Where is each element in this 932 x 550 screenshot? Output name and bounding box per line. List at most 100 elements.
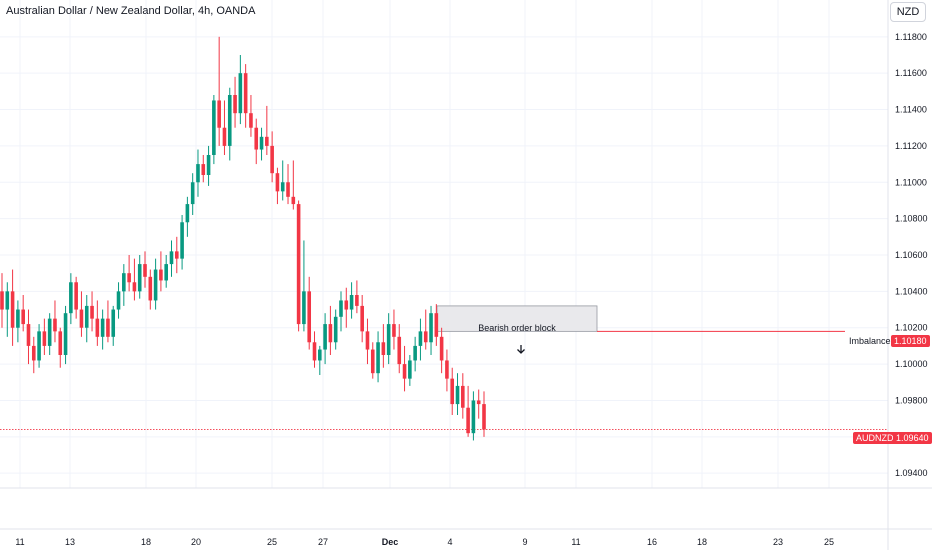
- x-tick-label: 23: [773, 537, 783, 547]
- candle: [227, 87, 232, 161]
- candle: [450, 367, 455, 415]
- candle: [159, 251, 163, 292]
- candle: [10, 269, 15, 346]
- candle: [132, 258, 137, 301]
- candle: [180, 215, 184, 270]
- candle: [439, 327, 444, 374]
- candle: [381, 324, 386, 368]
- candle: [482, 391, 486, 437]
- candle: [106, 300, 110, 343]
- candle: [344, 287, 349, 328]
- candle: [466, 385, 470, 437]
- candle: [455, 373, 460, 415]
- candle: [196, 149, 200, 197]
- x-tick-label: 9: [522, 537, 527, 547]
- candle: [270, 131, 274, 183]
- candle: [423, 309, 428, 350]
- candle: [291, 160, 296, 210]
- candle: [143, 251, 147, 288]
- candle: [69, 273, 73, 325]
- imbalance-price-tag: 1.10180: [891, 335, 930, 347]
- y-tick-label: 1.11400: [895, 105, 927, 115]
- candle: [286, 164, 290, 205]
- annotation-layer: [0, 305, 888, 430]
- x-tick-label: 25: [267, 537, 277, 547]
- candle: [323, 313, 327, 365]
- candle: [169, 240, 174, 277]
- candle: [370, 342, 375, 379]
- candle: [296, 200, 301, 332]
- candle: [397, 324, 402, 374]
- candle: [122, 264, 126, 306]
- candle: [238, 55, 243, 125]
- candle: [190, 173, 195, 215]
- x-tick-label: 13: [65, 537, 75, 547]
- candle: [164, 255, 168, 288]
- candle: [355, 280, 359, 314]
- candle: [31, 336, 36, 374]
- candle: [153, 258, 158, 310]
- candle: [201, 155, 206, 183]
- candle: [63, 305, 68, 365]
- x-tick-label: 20: [191, 537, 201, 547]
- y-tick-label: 1.11800: [895, 32, 927, 42]
- x-tick-label: 11: [15, 537, 24, 547]
- y-tick-label: 1.11200: [895, 141, 927, 151]
- y-tick-label: 1.10000: [895, 359, 928, 369]
- y-tick-label: 1.10400: [895, 286, 928, 296]
- candle: [476, 389, 481, 419]
- candle: [429, 305, 433, 355]
- candle: [90, 291, 94, 332]
- y-tick-label: 1.11600: [895, 68, 927, 78]
- x-tick-label: 16: [647, 537, 657, 547]
- y-tick-label: 1.10800: [895, 214, 928, 224]
- candle: [360, 295, 364, 343]
- candle: [445, 349, 449, 392]
- candle: [26, 309, 31, 365]
- candle: [302, 240, 306, 332]
- x-tick-label: 27: [318, 537, 328, 547]
- candle: [42, 318, 47, 355]
- chart-title: Australian Dollar / New Zealand Dollar, …: [6, 5, 256, 17]
- candle: [111, 305, 116, 346]
- candle: [254, 118, 259, 165]
- imbalance-label: Imbalance: [849, 336, 891, 346]
- x-tick-label: 25: [824, 537, 834, 547]
- candle: [58, 327, 63, 368]
- candle: [100, 309, 105, 350]
- arrow-down-icon: [517, 345, 525, 354]
- candlestick-series: [0, 36, 486, 441]
- candle: [434, 304, 439, 346]
- candle: [349, 282, 354, 319]
- candle: [212, 95, 216, 165]
- currency-button[interactable]: NZD: [890, 2, 926, 22]
- x-tick-label: 4: [447, 537, 452, 547]
- candle: [333, 309, 338, 350]
- candle: [471, 391, 476, 441]
- candle: [339, 291, 343, 332]
- candle: [74, 276, 78, 319]
- y-tick-label: 1.10200: [895, 323, 928, 333]
- candle: [47, 313, 52, 355]
- candle: [0, 273, 4, 328]
- order-block-label: Bearish order block: [478, 323, 556, 333]
- candle: [174, 236, 179, 274]
- candle: [461, 373, 465, 419]
- current-price-tag: 1.09640: [893, 432, 932, 444]
- candle: [16, 300, 20, 343]
- grid: [0, 0, 888, 488]
- y-tick-label: 1.09800: [895, 395, 928, 405]
- candle: [53, 300, 57, 343]
- candle: [249, 95, 253, 137]
- y-tick-label: 1.11000: [895, 177, 927, 187]
- candle: [222, 100, 227, 155]
- candle: [95, 300, 100, 346]
- candle: [21, 295, 25, 332]
- candle: [206, 145, 211, 186]
- x-tick-label: 18: [141, 537, 151, 547]
- candle: [386, 313, 391, 365]
- candle: [243, 64, 248, 128]
- candle: [328, 305, 333, 355]
